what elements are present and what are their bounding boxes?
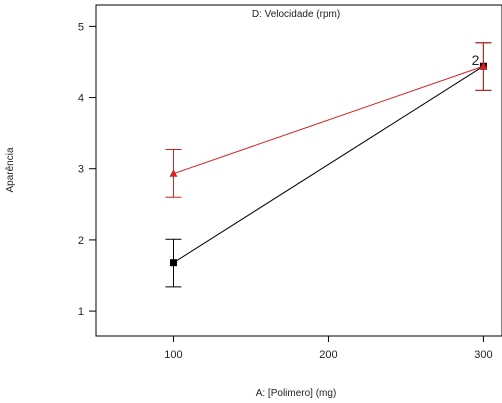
series-layer: 2 xyxy=(165,42,492,288)
point-annotation: 2 xyxy=(472,52,480,68)
data-point xyxy=(169,169,178,177)
series-1 xyxy=(165,42,492,288)
series-2 xyxy=(165,42,492,198)
x-axis: 100 200 300 xyxy=(164,336,493,361)
y-tick-label: 4 xyxy=(78,93,84,105)
plot-frame xyxy=(95,4,502,337)
x-tick-label: 100 xyxy=(164,349,182,361)
y-tick-label: 3 xyxy=(78,164,84,176)
x-axis-label: A: [Polimero] (mg) xyxy=(256,388,337,399)
y-tick-label: 2 xyxy=(78,235,84,247)
y-tick-label: 5 xyxy=(78,21,84,33)
x-tick-label: 300 xyxy=(474,349,492,361)
data-point xyxy=(169,259,177,267)
legend-title: D: Velocidade (rpm) xyxy=(252,9,340,20)
series-line xyxy=(173,65,484,264)
data-point xyxy=(479,61,488,70)
series-line xyxy=(173,65,484,175)
y-tick-label: 1 xyxy=(78,306,84,318)
y-axis-label: Aparência xyxy=(5,147,16,192)
x-tick-label: 200 xyxy=(319,349,337,361)
y-axis: 1 2 3 4 5 xyxy=(78,21,96,318)
